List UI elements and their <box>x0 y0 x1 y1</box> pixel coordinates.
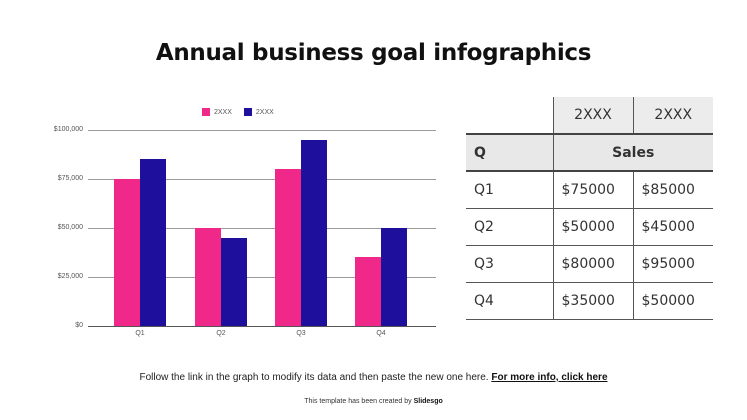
q-header: Q <box>466 133 553 172</box>
bar-q2-series1[interactable] <box>195 228 221 326</box>
legend-label: 2XXX <box>214 108 232 116</box>
quarter-cell: Q4 <box>466 282 553 320</box>
legend-item-series1: 2XXX <box>202 108 232 116</box>
x-tick-label: Q1 <box>135 330 145 337</box>
bar-q3-series2[interactable] <box>301 139 327 326</box>
bar-q4-series1[interactable] <box>355 257 381 326</box>
more-info-link[interactable]: For more info, click here <box>491 372 608 383</box>
value-cell: $35000 <box>552 282 633 320</box>
table-row: Q1 $75000 $85000 <box>466 171 713 209</box>
year-header: 2XXX <box>632 97 713 134</box>
gridline <box>88 326 436 327</box>
page-title: Annual business goal infographics <box>155 40 592 66</box>
legend-item-series2: 2XXX <box>243 108 274 116</box>
footer-text: Follow the link in the graph to modify i… <box>139 372 492 383</box>
quarter-cell: Q1 <box>466 171 553 209</box>
bar-q1-series2[interactable] <box>140 159 166 326</box>
sales-table: 2XXX 2XXX Q Sales Q1 $75000 $85000 Q2 $5… <box>466 97 713 320</box>
footer-note: Follow the link in the graph to modify i… <box>0 372 747 383</box>
sales-header: Sales <box>552 133 713 172</box>
chart-legend: 2XXX 2XXX <box>202 108 274 116</box>
y-tick-label: $25,000 <box>57 273 83 280</box>
x-tick-label: Q3 <box>296 330 306 337</box>
value-cell: $50000 <box>632 282 713 320</box>
y-tick-label: $75,000 <box>57 175 83 182</box>
value-cell: $45000 <box>632 208 713 246</box>
empty-cell <box>466 97 553 134</box>
table-row: Q3 $80000 $95000 <box>466 245 713 283</box>
x-tick-label: Q4 <box>376 330 386 337</box>
credit-line: This template has been created by Slides… <box>0 398 747 405</box>
value-cell: $85000 <box>632 171 713 209</box>
legend-swatch-pink <box>202 108 210 116</box>
value-cell: $50000 <box>552 208 633 246</box>
y-tick-label: $100,000 <box>53 126 83 133</box>
brand-name: Slidesgo <box>413 398 443 405</box>
value-cell: $80000 <box>552 245 633 283</box>
x-tick-label: Q2 <box>216 330 226 337</box>
bar-chart[interactable]: 2XXX 2XXX $0 $25,000 $50,000 $75,000 $100,00… <box>0 0 460 360</box>
legend-swatch-navy <box>243 108 252 116</box>
legend-label: 2XXX <box>255 108 274 116</box>
year-header-row: 2XXX 2XXX <box>466 97 713 134</box>
value-cell: $75000 <box>552 171 633 209</box>
gridline <box>88 130 436 131</box>
quarter-cell: Q2 <box>466 208 553 246</box>
gridline <box>88 277 436 278</box>
y-tick-label: $50,000 <box>57 224 83 231</box>
gridline <box>88 179 436 180</box>
bar-q2-series2[interactable] <box>221 237 247 326</box>
table-row: Q2 $50000 $45000 <box>466 208 713 246</box>
bar-q4-series2[interactable] <box>381 228 407 326</box>
quarter-cell: Q3 <box>466 245 553 283</box>
table-row: Q4 $35000 $50000 <box>466 282 713 320</box>
year-header: 2XXX <box>552 97 633 134</box>
gridline <box>88 228 436 229</box>
bar-q3-series1[interactable] <box>275 169 301 326</box>
value-cell: $95000 <box>632 245 713 283</box>
bar-q1-series1[interactable] <box>114 179 140 326</box>
credit-text: This template has been created by <box>304 398 414 405</box>
sales-header-row: Q Sales <box>466 133 713 172</box>
y-tick-label: $0 <box>75 322 83 329</box>
